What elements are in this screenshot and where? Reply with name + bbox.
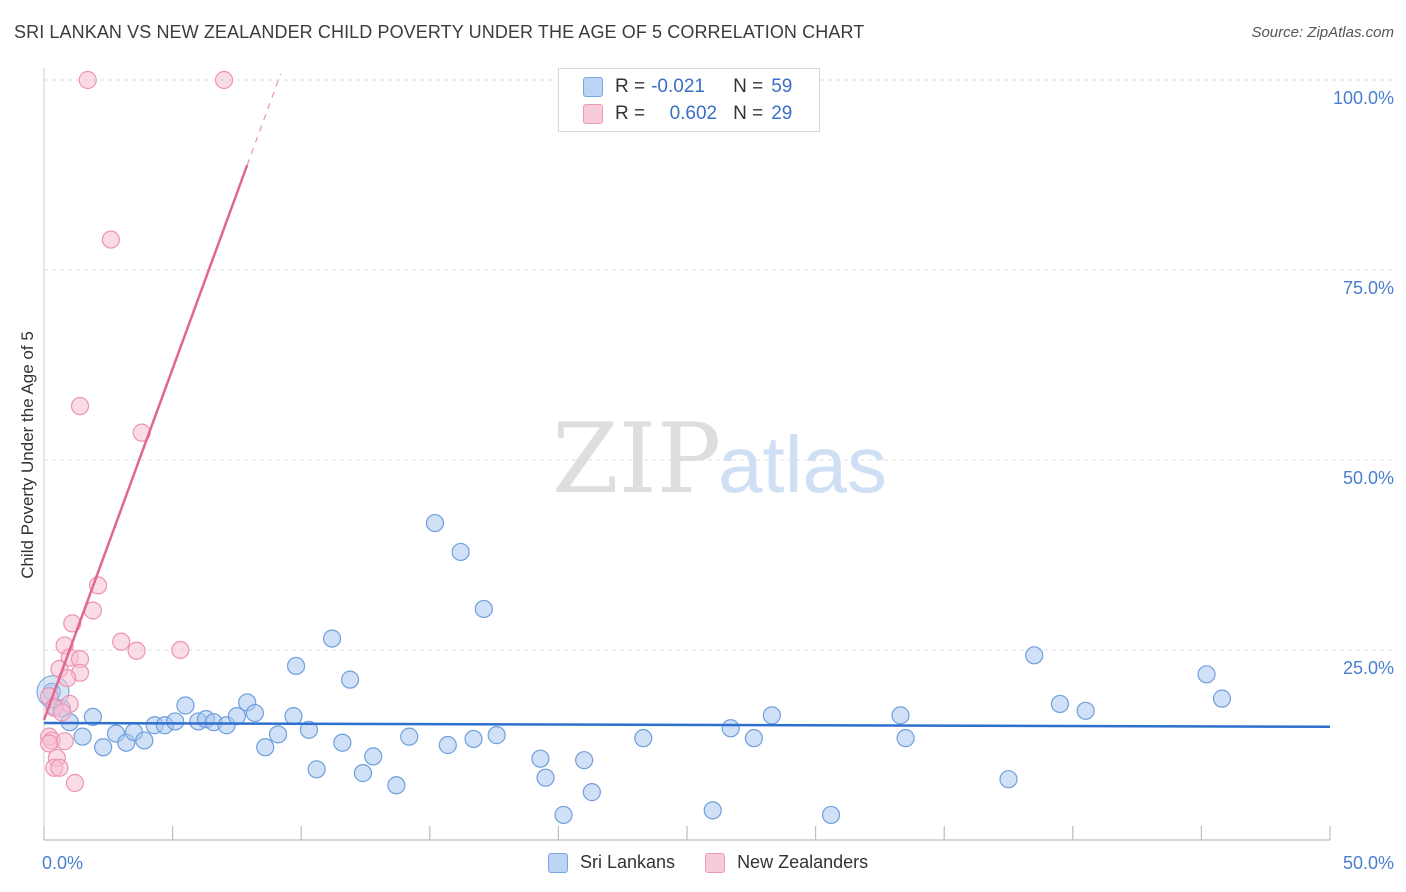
point-sri-lankans — [999, 770, 1018, 789]
point-sri-lankans — [286, 656, 306, 676]
series-sri-lankans — [36, 513, 1232, 825]
point-new-zealanders — [65, 773, 84, 793]
point-sri-lankans — [307, 760, 326, 779]
point-sri-lankans — [531, 749, 550, 768]
legend-r-label: R = — [615, 103, 646, 124]
point-sri-lankans — [634, 729, 653, 748]
point-sri-lankans — [425, 513, 445, 533]
point-new-zealanders — [171, 640, 190, 660]
legend-swatch-pink — [705, 852, 726, 873]
point-sri-lankans — [896, 729, 915, 748]
correlation-legend: R = -0.021 N = 59 R = 0.602 N = 29 — [558, 68, 820, 132]
point-sri-lankans — [1212, 689, 1232, 708]
x-tick-label: 50.0% — [1343, 853, 1394, 873]
series-new-zealanders — [40, 70, 234, 793]
legend-item-new-zealanders[interactable]: New Zealanders — [705, 852, 868, 873]
point-sri-lankans — [451, 542, 470, 562]
legend-r-value: -0.021 — [651, 76, 705, 97]
legend-swatch-blue — [548, 852, 568, 873]
legend-n-label: N = — [733, 76, 764, 97]
point-sri-lankans — [166, 712, 185, 731]
legend-r-label: R = — [615, 76, 646, 97]
source-label: Source: ZipAtlas.com — [1251, 24, 1394, 41]
point-sri-lankans — [364, 747, 383, 766]
legend-r-value: 0.602 — [669, 103, 718, 124]
point-sri-lankans — [387, 776, 406, 795]
point-sri-lankans — [333, 733, 352, 752]
point-sri-lankans — [1050, 694, 1070, 714]
legend-row-sri-lankans: R = -0.021 N = 59 — [583, 74, 792, 100]
y-tick-label: 75.0% — [1343, 278, 1394, 298]
trend-line-sri-lankans — [43, 721, 1331, 729]
legend-swatch-pink — [583, 104, 603, 124]
axes — [43, 68, 1331, 841]
point-new-zealanders — [127, 641, 146, 660]
point-sri-lankans — [536, 768, 555, 787]
legend-label-new-zealanders: New Zealanders — [737, 852, 869, 872]
tick-labels: 100.0% 75.0% 50.0% 25.0% 0.0% 50.0% — [42, 88, 1394, 873]
point-sri-lankans — [1197, 665, 1216, 684]
watermark: ZIP atlas — [552, 403, 887, 515]
point-new-zealanders — [214, 70, 234, 90]
point-new-zealanders — [55, 732, 74, 751]
point-sri-lankans — [438, 735, 457, 755]
point-new-zealanders — [112, 632, 131, 651]
point-new-zealanders — [52, 703, 72, 722]
point-sri-lankans — [582, 783, 601, 802]
point-sri-lankans — [821, 805, 841, 825]
point-sri-lankans — [299, 720, 319, 739]
point-new-zealanders — [50, 758, 69, 777]
legend-item-sri-lankans[interactable]: Sri Lankans — [548, 852, 675, 873]
point-sri-lankans — [353, 764, 373, 783]
point-sri-lankans — [703, 801, 722, 820]
point-sri-lankans — [322, 629, 342, 648]
legend-swatch-blue — [583, 77, 603, 97]
y-tick-label: 50.0% — [1343, 468, 1394, 488]
point-sri-lankans — [721, 719, 740, 738]
point-sri-lankans — [464, 729, 483, 749]
point-sri-lankans — [1076, 701, 1095, 720]
point-new-zealanders — [40, 734, 59, 753]
point-sri-lankans — [256, 738, 275, 757]
point-sri-lankans — [340, 670, 360, 689]
watermark-zip: ZIP — [552, 403, 721, 515]
point-sri-lankans — [284, 707, 303, 726]
point-sri-lankans — [135, 731, 154, 750]
x-tick-label: 0.0% — [42, 853, 83, 873]
point-sri-lankans — [744, 729, 763, 748]
point-sri-lankans — [474, 599, 493, 619]
point-sri-lankans — [1025, 646, 1044, 665]
point-sri-lankans — [73, 727, 92, 746]
point-sri-lankans — [487, 726, 506, 745]
y-tick-label: 100.0% — [1333, 88, 1394, 108]
legend-row-new-zealanders: R = 0.602 N = 29 — [583, 101, 792, 127]
point-sri-lankans — [400, 727, 419, 746]
trend-line-new-zealanders — [42, 164, 249, 721]
point-sri-lankans — [762, 706, 781, 725]
point-new-zealanders — [78, 70, 97, 90]
point-sri-lankans — [268, 725, 288, 744]
y-tick-label: 25.0% — [1343, 658, 1394, 678]
watermark-atlas: atlas — [718, 420, 887, 509]
point-sri-lankans — [891, 706, 910, 725]
series-legend: Sri Lankans New Zealanders — [548, 852, 898, 873]
point-sri-lankans — [94, 738, 113, 757]
point-sri-lankans — [554, 805, 573, 825]
point-sri-lankans — [575, 751, 594, 770]
legend-label-sri-lankans: Sri Lankans — [580, 852, 676, 872]
chart-title: SRI LANKAN VS NEW ZEALANDER CHILD POVERT… — [14, 22, 865, 42]
trend-extension-new-zealanders — [246, 73, 282, 166]
legend-n-value: 29 — [771, 103, 793, 124]
legend-n-value: 59 — [771, 76, 793, 97]
point-new-zealanders — [101, 230, 120, 249]
trend-lines — [42, 73, 1331, 729]
point-new-zealanders — [70, 396, 90, 416]
point-sri-lankans — [245, 703, 265, 723]
point-sri-lankans — [83, 707, 102, 726]
point-sri-lankans — [176, 696, 195, 715]
legend-n-label: N = — [733, 103, 764, 124]
